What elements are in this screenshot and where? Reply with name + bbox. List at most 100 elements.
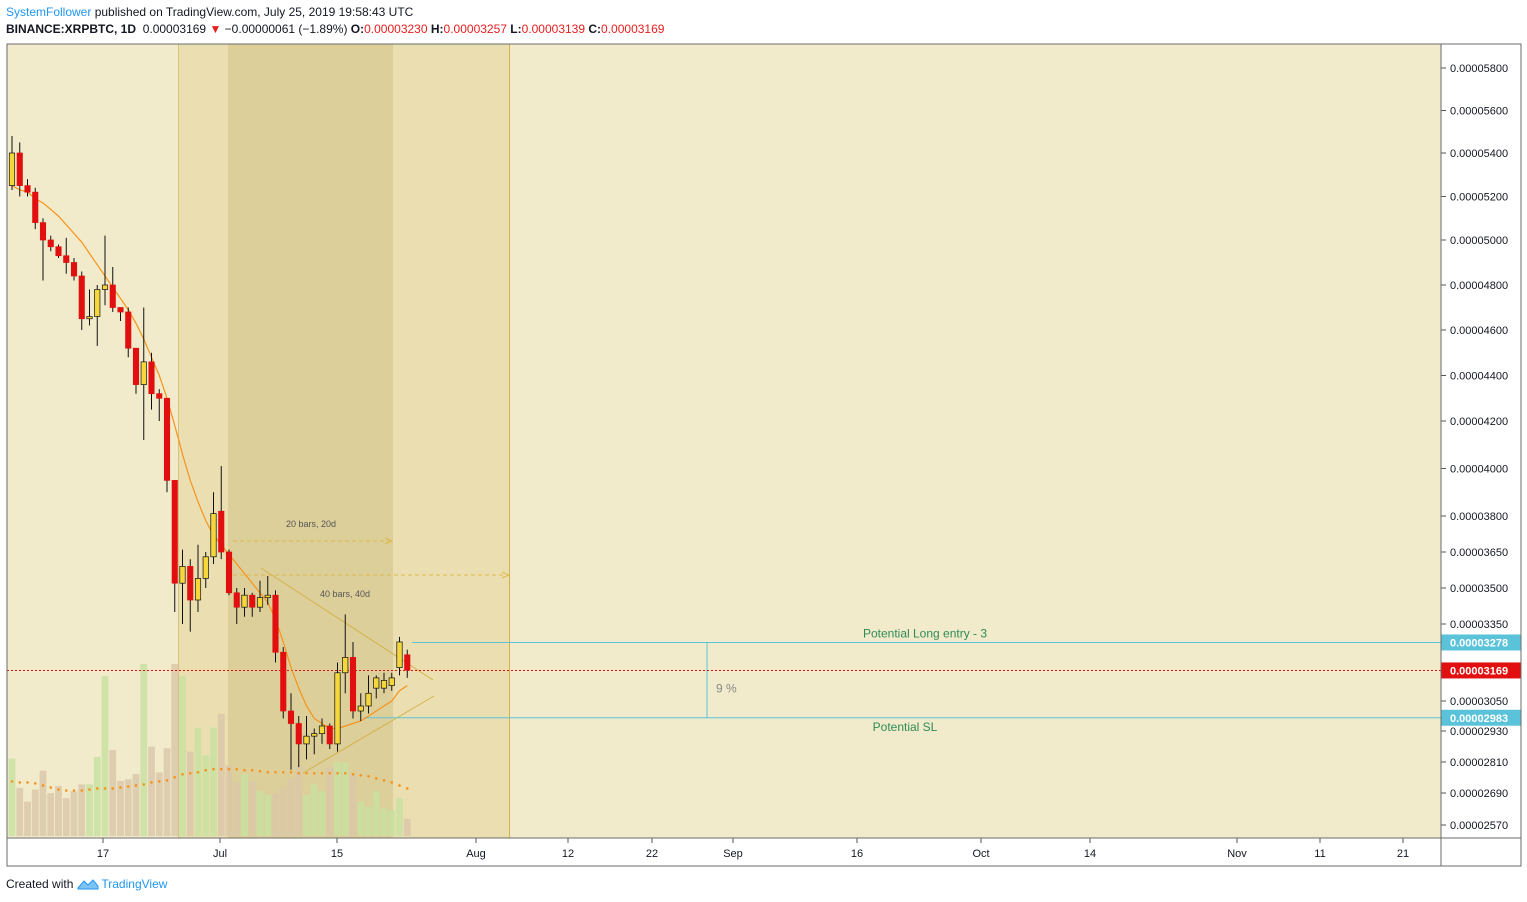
candle[interactable] [194, 544, 202, 612]
candle[interactable] [233, 588, 240, 624]
candle[interactable] [280, 647, 287, 719]
candle[interactable] [218, 466, 225, 560]
candle[interactable] [373, 675, 380, 699]
candle-body [179, 566, 186, 584]
time-tick-label: Nov [1227, 848, 1247, 860]
candle[interactable] [272, 590, 279, 663]
stop-loss-price-badge[interactable] [1441, 709, 1521, 726]
candle[interactable] [295, 716, 302, 768]
candle[interactable] [8, 136, 16, 190]
down-arrow-icon: ▼ [209, 22, 222, 36]
candle[interactable] [365, 675, 372, 714]
candle[interactable] [210, 492, 217, 564]
candle-body [396, 641, 403, 668]
candle[interactable] [256, 580, 264, 612]
candle[interactable] [349, 641, 357, 719]
volume-bar [225, 765, 233, 836]
volume-ma-dot [95, 787, 99, 790]
candle-body [280, 651, 287, 712]
candle[interactable] [179, 549, 186, 624]
candle[interactable] [140, 307, 147, 441]
candle[interactable] [132, 347, 140, 394]
candle[interactable] [287, 693, 295, 770]
candle[interactable] [55, 244, 62, 259]
candle[interactable] [326, 723, 333, 750]
volume-ma-dot [111, 787, 115, 790]
volume-ma-dot [88, 788, 91, 791]
candle-body [334, 672, 341, 745]
candle[interactable] [32, 187, 39, 230]
volume-ma-dot [243, 768, 246, 772]
candle[interactable] [249, 592, 256, 617]
candle[interactable] [86, 289, 93, 326]
candle[interactable] [225, 549, 233, 596]
time-tick-label: Oct [972, 848, 989, 860]
candle[interactable] [311, 728, 318, 755]
candle[interactable] [94, 285, 101, 346]
candle[interactable] [171, 480, 178, 612]
volume-ma-dot [41, 784, 45, 787]
candle[interactable] [396, 636, 403, 676]
candle[interactable] [334, 662, 341, 752]
candle[interactable] [148, 352, 155, 410]
candle-body [47, 239, 54, 248]
candle[interactable] [109, 267, 116, 312]
volume-ma-dot [312, 771, 316, 775]
volume-bar [279, 787, 287, 836]
volume-ma-dot [289, 770, 293, 774]
candle-body [16, 152, 23, 186]
tradingview-link[interactable]: TradingView [101, 877, 168, 891]
candle[interactable] [357, 693, 364, 721]
triangle-lower-line[interactable] [302, 695, 435, 774]
volume-ma-dot [80, 789, 84, 792]
candle-body [171, 480, 178, 584]
bars-40-arrow-icon [501, 571, 511, 579]
candle[interactable] [404, 649, 411, 678]
candle[interactable] [388, 672, 395, 691]
candle[interactable] [63, 237, 70, 274]
publish-info: SystemFollower published on TradingView.… [6, 5, 413, 19]
time-range-20-bars[interactable] [228, 44, 393, 838]
published-text: published on TradingView.com, July 25, 2… [91, 5, 414, 19]
volume-ma-dot [359, 773, 363, 777]
volume-bar [86, 784, 93, 836]
volume-bar [303, 794, 310, 836]
volume-bar [163, 748, 171, 836]
candle[interactable] [70, 258, 78, 281]
candle[interactable] [125, 307, 132, 358]
long-entry-price-badge[interactable] [1441, 634, 1521, 651]
candle[interactable] [303, 716, 310, 760]
author-link[interactable]: SystemFollower [6, 5, 92, 19]
candle[interactable] [318, 718, 326, 744]
candle-body [163, 397, 171, 481]
price-tick-label: 0.00004200 [1450, 416, 1508, 428]
current-price-badge[interactable] [1441, 662, 1521, 679]
volume-ma-dot [64, 789, 68, 792]
candle[interactable] [241, 588, 248, 617]
candle[interactable] [342, 614, 349, 694]
candle-body [264, 594, 271, 598]
candle[interactable] [16, 142, 23, 197]
candle[interactable] [78, 271, 85, 331]
candle[interactable] [117, 307, 124, 322]
candle[interactable] [47, 235, 54, 252]
candle[interactable] [101, 235, 109, 306]
time-tick-label: 21 [1397, 848, 1409, 860]
candle[interactable] [39, 218, 47, 281]
candle[interactable] [187, 559, 194, 632]
volume-bar [8, 758, 16, 836]
candle[interactable] [380, 672, 388, 694]
volume-ma-dot [72, 789, 76, 792]
volume-bar [171, 664, 179, 836]
price-change: −0.00000061 (−1.89%) [224, 22, 348, 36]
high-value: 0.00003257 [443, 22, 507, 36]
candle[interactable] [264, 576, 271, 605]
candle-body [210, 513, 217, 558]
candle[interactable] [156, 389, 163, 421]
candle[interactable] [24, 179, 31, 197]
volume-bar [365, 806, 372, 836]
candle[interactable] [163, 397, 171, 493]
candle[interactable] [202, 552, 209, 588]
volume-bar [140, 664, 148, 836]
